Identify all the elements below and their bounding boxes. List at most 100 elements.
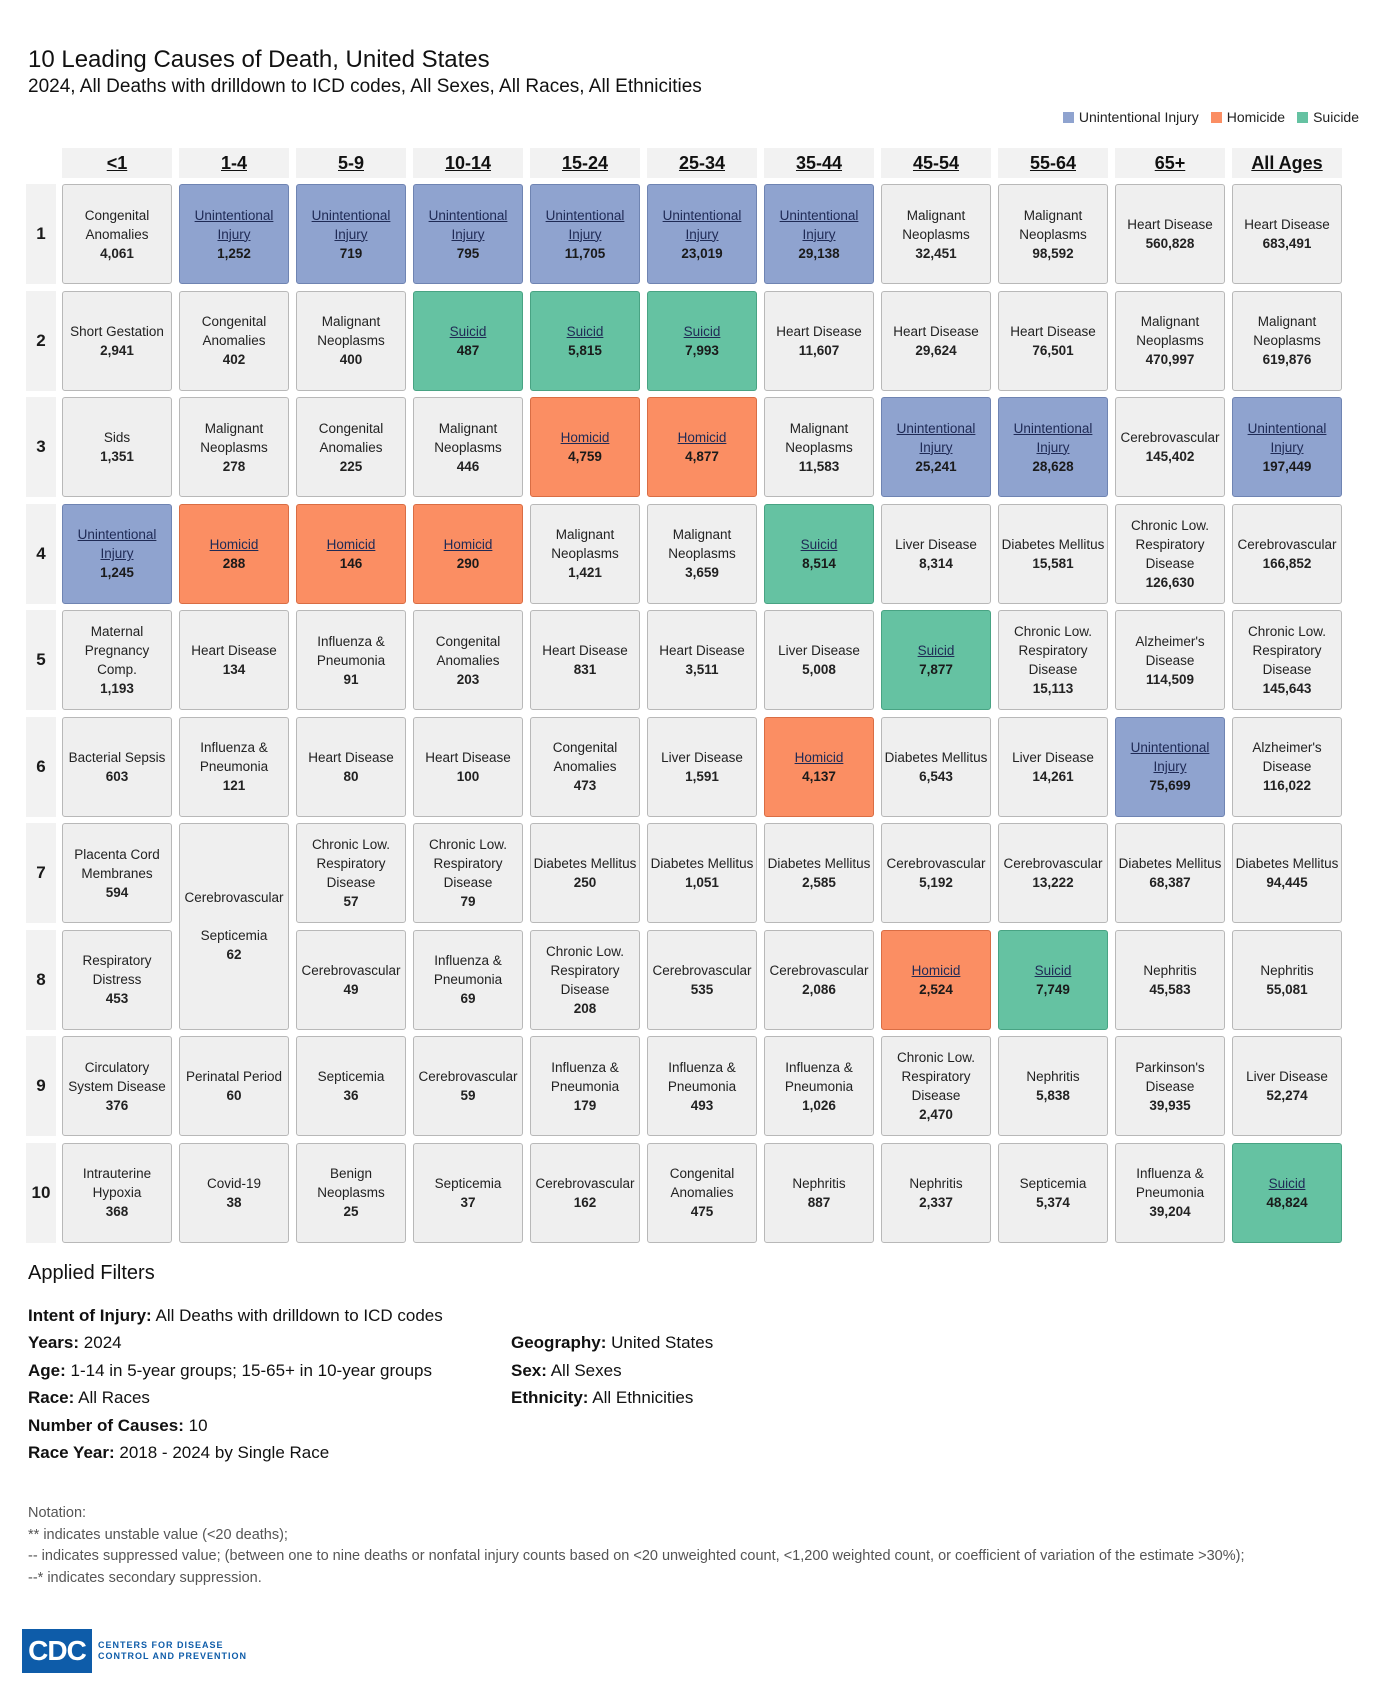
cause-name[interactable]: Unintentional Injury (77, 527, 157, 561)
cause-name[interactable]: Suicid (1034, 962, 1072, 978)
age-header-55-64[interactable]: 55-64 (998, 148, 1108, 178)
cause-name: Chronic Low. Respiratory Disease (311, 837, 391, 890)
cause-cell[interactable]: Suicid 487 (413, 290, 523, 391)
cause-name[interactable]: Unintentional Injury (896, 420, 976, 455)
cause-cell[interactable]: Unintentional Injury 719 (296, 184, 406, 284)
cause-cell: Liver Disease 14,261 (998, 716, 1108, 817)
cause-name: Heart Disease (776, 323, 862, 339)
rank-label: 5 (26, 610, 56, 710)
cause-name[interactable]: Suicid (449, 323, 487, 339)
cause-name[interactable]: Unintentional Injury (194, 207, 274, 242)
cause-cell: Nephritis 55,081 (1232, 929, 1342, 1030)
cause-cell[interactable]: Suicid 8,514 (764, 503, 874, 604)
page-title: 10 Leading Causes of Death, United State… (28, 46, 490, 73)
cause-name[interactable]: Suicid (800, 536, 838, 552)
cause-cell[interactable]: Suicid 7,877 (881, 610, 991, 710)
cause-name[interactable]: Unintentional Injury (428, 207, 508, 242)
cause-name[interactable]: Unintentional Injury (1130, 740, 1210, 774)
filter-label: Sex: (511, 1361, 547, 1380)
cause-value: 1,421 (568, 565, 602, 580)
cause-cell[interactable]: Unintentional Injury 23,019 (647, 184, 757, 284)
cause-cell[interactable]: Unintentional Injury 29,138 (764, 184, 874, 284)
notation-line: ** indicates unstable value (<20 deaths)… (28, 1526, 288, 1543)
age-header-65-[interactable]: 65+ (1115, 148, 1225, 178)
cause-cell: Influenza & Pneumonia 121 (179, 716, 289, 817)
cause-cell[interactable]: Homicid 2,524 (881, 929, 991, 1030)
cause-cell[interactable]: Homicid 288 (179, 503, 289, 604)
cause-value: 560,828 (1145, 236, 1195, 251)
cause-name[interactable]: Homicid (209, 536, 259, 552)
cause-cell[interactable]: Unintentional Injury 795 (413, 184, 523, 284)
cause-cell[interactable]: Homicid 4,137 (764, 716, 874, 817)
age-header-45-54[interactable]: 45-54 (881, 148, 991, 178)
cause-value: 36 (343, 1088, 359, 1103)
cause-value: 446 (456, 458, 480, 474)
cause-name: Chronic Low. Respiratory Disease (428, 837, 508, 890)
cause-name[interactable]: Suicid (1268, 1175, 1306, 1191)
legend-swatch (1210, 111, 1222, 123)
cause-name: Cerebrovascular (535, 1175, 635, 1191)
cause-value: 7,993 (685, 342, 719, 358)
cause-name: Cerebrovascular (1237, 536, 1337, 552)
age-header--1[interactable]: <1 (62, 148, 172, 178)
filter-label: Age: (28, 1361, 66, 1380)
cause-value: 719 (339, 245, 363, 261)
cause-name: Diabetes Mellitus (884, 749, 988, 765)
cause-name[interactable]: Suicid (566, 323, 604, 339)
cause-name[interactable]: Suicid (683, 323, 721, 339)
cause-name[interactable]: Unintentional Injury (779, 207, 859, 242)
rank-label: 10 (26, 1142, 56, 1243)
cause-cell[interactable]: Unintentional Injury 28,628 (998, 397, 1108, 497)
cdc-logo-line: CONTROL AND PREVENTION (98, 1651, 248, 1661)
cause-name[interactable]: Unintentional Injury (1013, 420, 1093, 455)
cause-name[interactable]: Homicid (794, 749, 844, 765)
cause-cell[interactable]: Suicid 5,815 (530, 290, 640, 391)
cause-cell[interactable]: Unintentional Injury 25,241 (881, 397, 991, 497)
age-header-25-34[interactable]: 25-34 (647, 148, 757, 178)
cause-name[interactable]: Homicid (677, 430, 727, 445)
cause-name: Chronic Low. Respiratory Disease (545, 943, 625, 997)
cause-name[interactable]: Unintentional Injury (311, 207, 391, 242)
cause-name[interactable]: Unintentional Injury (545, 207, 625, 242)
cause-name: Congenital Anomalies (84, 207, 150, 242)
cause-cell: Heart Disease 560,828 (1115, 184, 1225, 284)
cause-cell[interactable]: Homicid 146 (296, 503, 406, 604)
age-header-all-ages[interactable]: All Ages (1232, 148, 1342, 178)
cause-cell: Liver Disease 5,008 (764, 610, 874, 710)
cause-cell[interactable]: Homicid 4,759 (530, 397, 640, 497)
cause-name[interactable]: Unintentional Injury (1247, 420, 1327, 455)
cause-cell[interactable]: Homicid 4,877 (647, 397, 757, 497)
cause-name[interactable]: Homicid (911, 962, 961, 978)
cause-value: 49 (343, 981, 359, 997)
cause-cell[interactable]: Unintentional Injury 1,245 (62, 503, 172, 604)
cause-cell[interactable]: Unintentional Injury 11,705 (530, 184, 640, 284)
cause-value: 39,935 (1149, 1097, 1191, 1113)
cause-value: 5,008 (802, 662, 836, 677)
cause-cell: Chronic Low. Respiratory Disease 126,630 (1115, 503, 1225, 604)
cause-name: Parkinson's Disease (1135, 1059, 1205, 1094)
cause-name: Congenital Anomalies (318, 420, 384, 455)
cause-value: 6,543 (919, 768, 953, 784)
age-header-1-4[interactable]: 1-4 (179, 148, 289, 178)
cause-cell[interactable]: Unintentional Injury 197,449 (1232, 397, 1342, 497)
age-header-5-9[interactable]: 5-9 (296, 148, 406, 178)
cause-name[interactable]: Homicid (560, 430, 610, 445)
rank-label: 2 (26, 290, 56, 391)
cause-cell: Malignant Neoplasms 32,451 (881, 184, 991, 284)
cause-cell[interactable]: Unintentional Injury 75,699 (1115, 716, 1225, 817)
age-header-35-44[interactable]: 35-44 (764, 148, 874, 178)
cause-cell[interactable]: Suicid 7,993 (647, 290, 757, 391)
cause-value: 2,086 (802, 981, 836, 997)
cause-cell[interactable]: Homicid 290 (413, 503, 523, 604)
cause-cell[interactable]: Suicid 48,824 (1232, 1142, 1342, 1243)
cause-cell[interactable]: Suicid 7,749 (998, 929, 1108, 1030)
age-header-10-14[interactable]: 10-14 (413, 148, 523, 178)
cause-name[interactable]: Unintentional Injury (662, 207, 742, 242)
age-header-15-24[interactable]: 15-24 (530, 148, 640, 178)
legend: Unintentional Injury Homicide Suicide (1062, 109, 1359, 125)
cause-name[interactable]: Homicid (443, 536, 493, 552)
filter-sex: Sex: All Sexes (511, 1361, 622, 1381)
cause-cell[interactable]: Unintentional Injury 1,252 (179, 184, 289, 284)
cause-name[interactable]: Suicid (917, 643, 955, 658)
cause-name[interactable]: Homicid (326, 536, 376, 552)
